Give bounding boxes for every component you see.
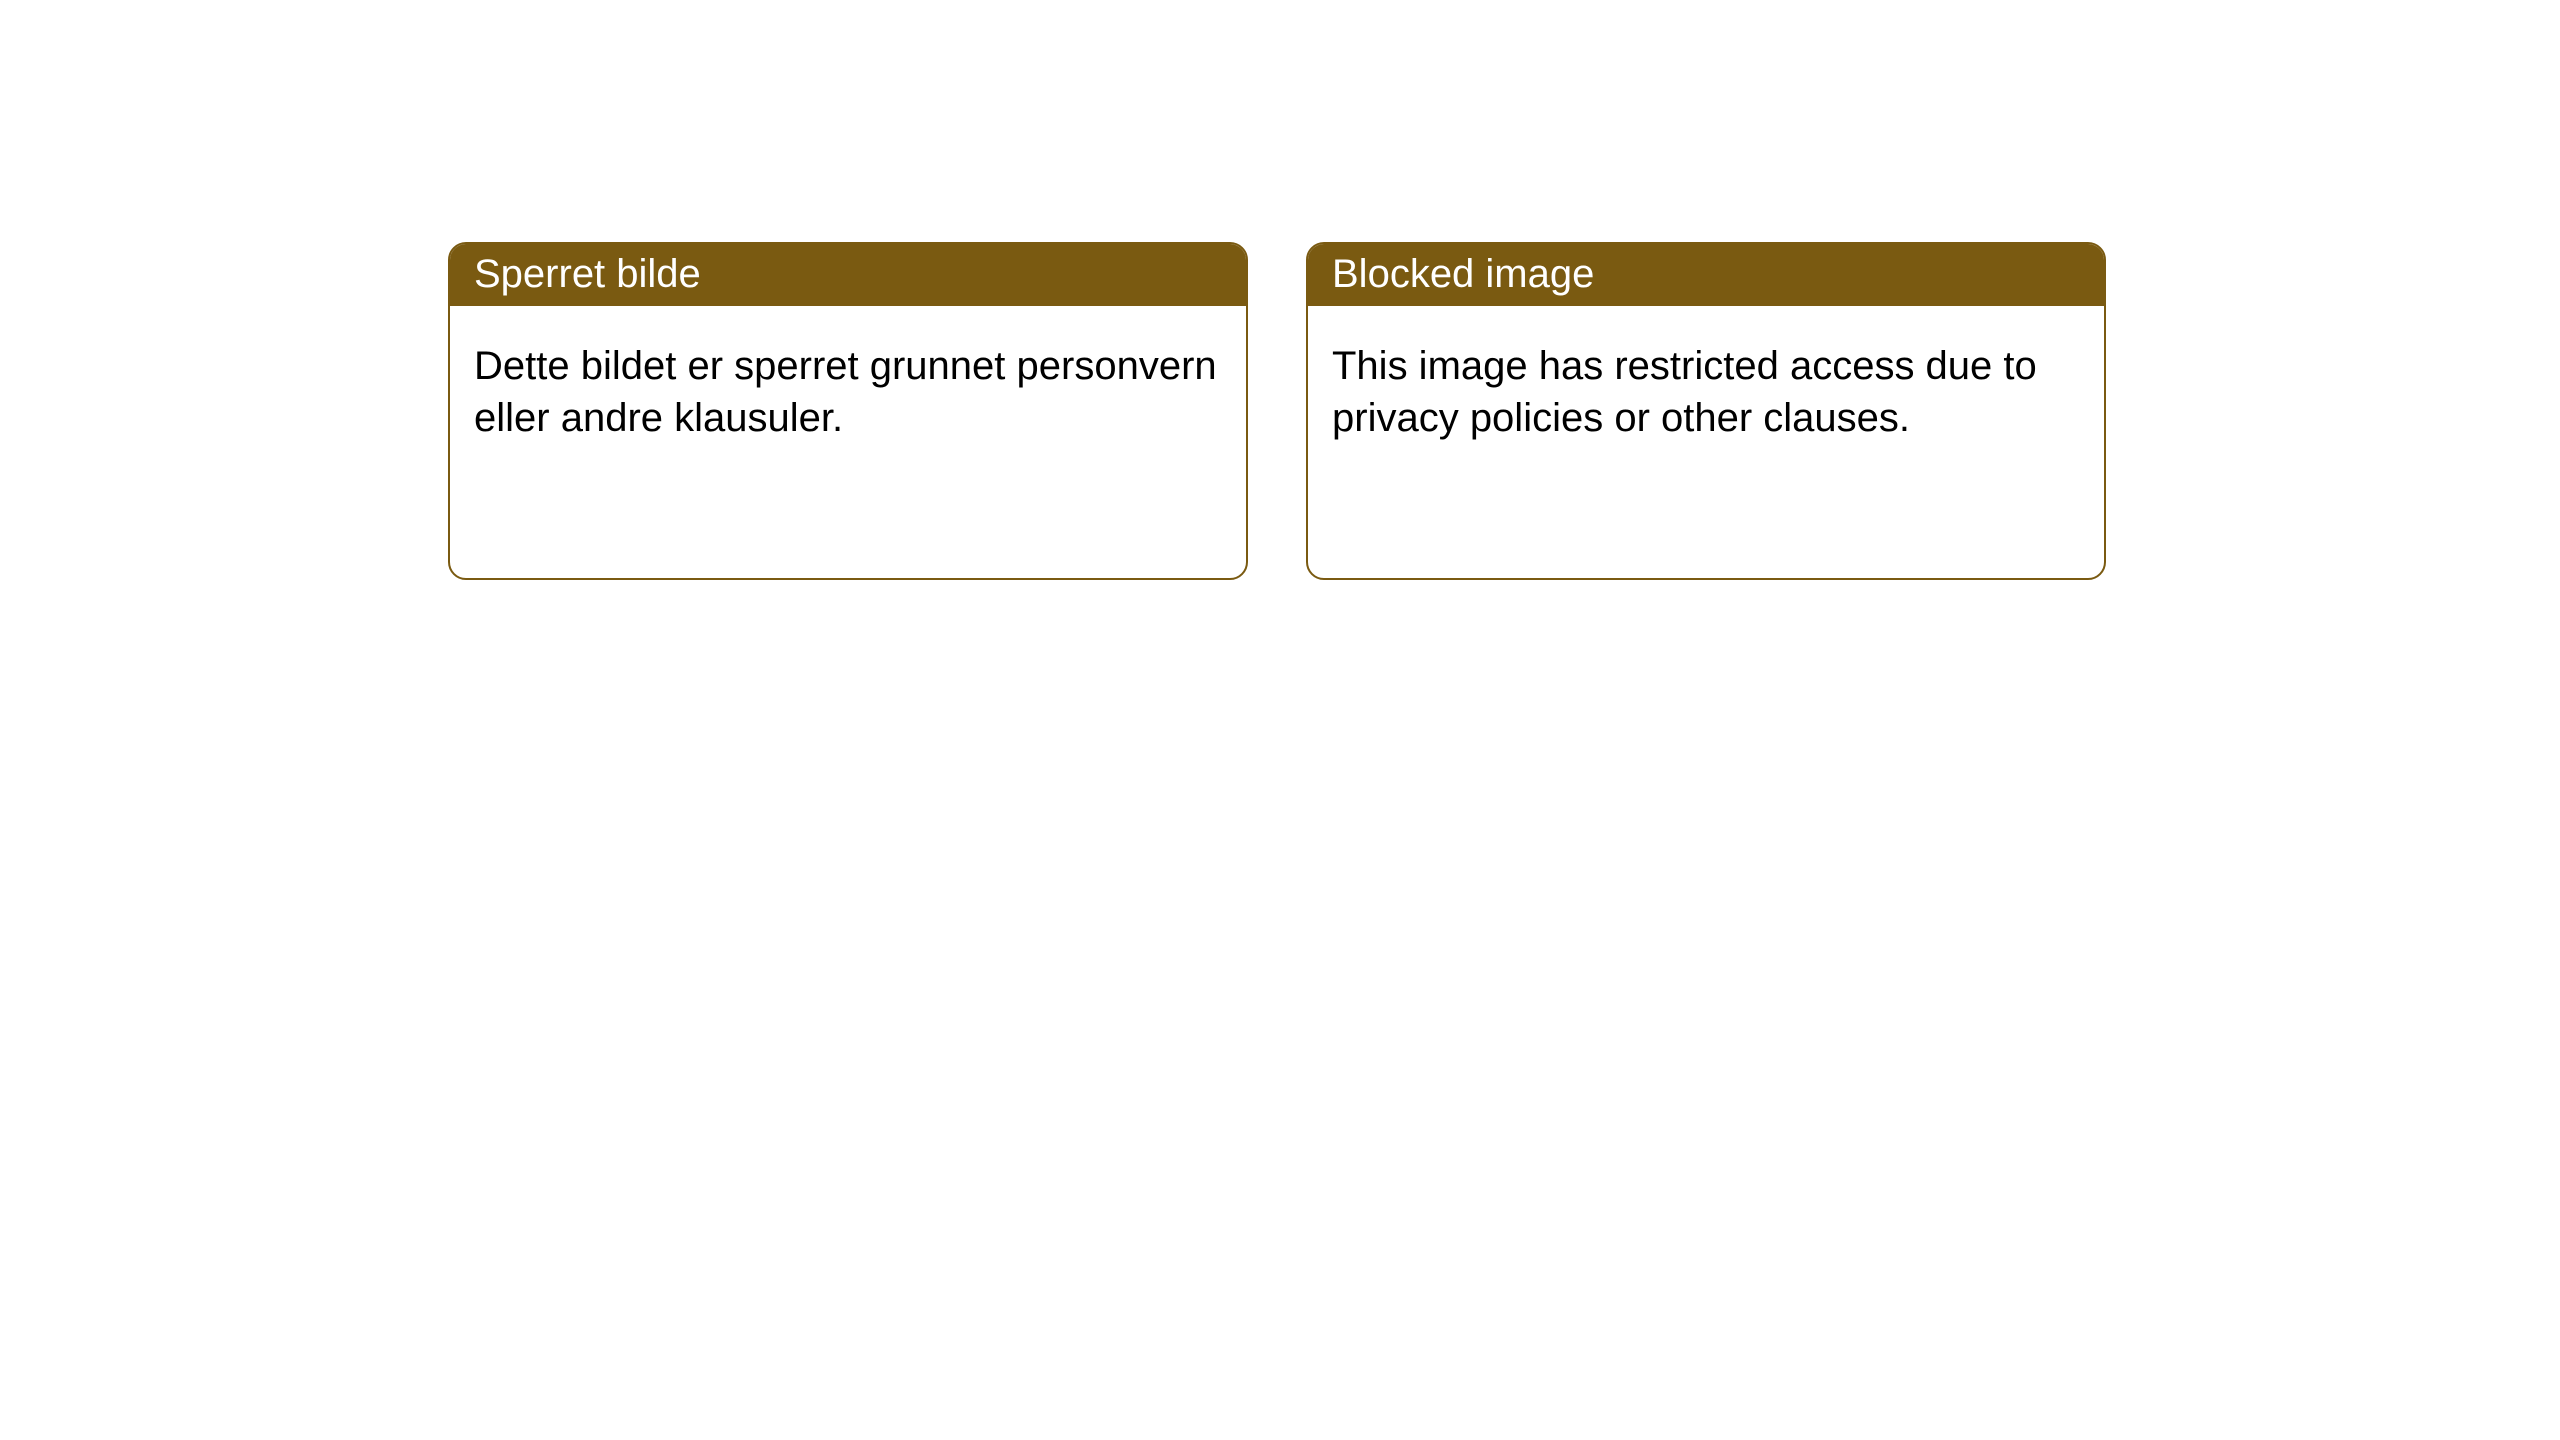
notice-card-en: Blocked image This image has restricted …: [1306, 242, 2106, 580]
notice-card-body-no: Dette bildet er sperret grunnet personve…: [450, 306, 1246, 444]
notice-cards-row: Sperret bilde Dette bildet er sperret gr…: [448, 242, 2106, 580]
notice-card-no: Sperret bilde Dette bildet er sperret gr…: [448, 242, 1248, 580]
page: Sperret bilde Dette bildet er sperret gr…: [0, 0, 2560, 1440]
notice-card-body-en: This image has restricted access due to …: [1308, 306, 2104, 444]
notice-card-header-no: Sperret bilde: [450, 244, 1246, 306]
notice-card-header-en: Blocked image: [1308, 244, 2104, 306]
